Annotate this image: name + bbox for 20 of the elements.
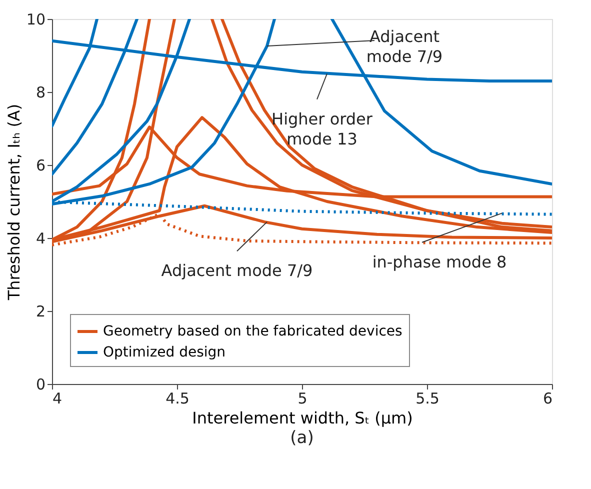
y-tick-label: 2 xyxy=(36,302,46,320)
annotation: Adjacent mode 7/9 xyxy=(161,261,313,280)
annotation: Higher order mode 13 xyxy=(272,109,373,148)
annotation: in-phase mode 8 xyxy=(372,252,507,272)
x-tick-label: 4.5 xyxy=(166,390,190,408)
y-tick-label: 6 xyxy=(36,156,46,174)
x-tick-label: 4 xyxy=(52,390,62,408)
x-tick-label: 5 xyxy=(298,390,308,408)
y-tick-label: 4 xyxy=(36,230,46,248)
text: (a) xyxy=(290,428,314,448)
y-tick-label: 10 xyxy=(26,10,46,28)
legend-label: Optimized design xyxy=(103,344,226,360)
x-axis-title: Interelement width, Sₜ (μm) xyxy=(192,408,413,428)
y-tick-label: 8 xyxy=(36,84,46,102)
y-tick-label: 0 xyxy=(36,376,46,394)
x-tick-label: 6 xyxy=(542,390,552,408)
annotation: Adjacent mode 7/9 xyxy=(366,26,443,66)
legend-label: Geometry based on the fabricated devices xyxy=(103,324,402,340)
x-tick-label: 5.5 xyxy=(416,390,440,408)
y-axis-title: Threshold current, Iₜₕ (A) xyxy=(4,104,24,302)
